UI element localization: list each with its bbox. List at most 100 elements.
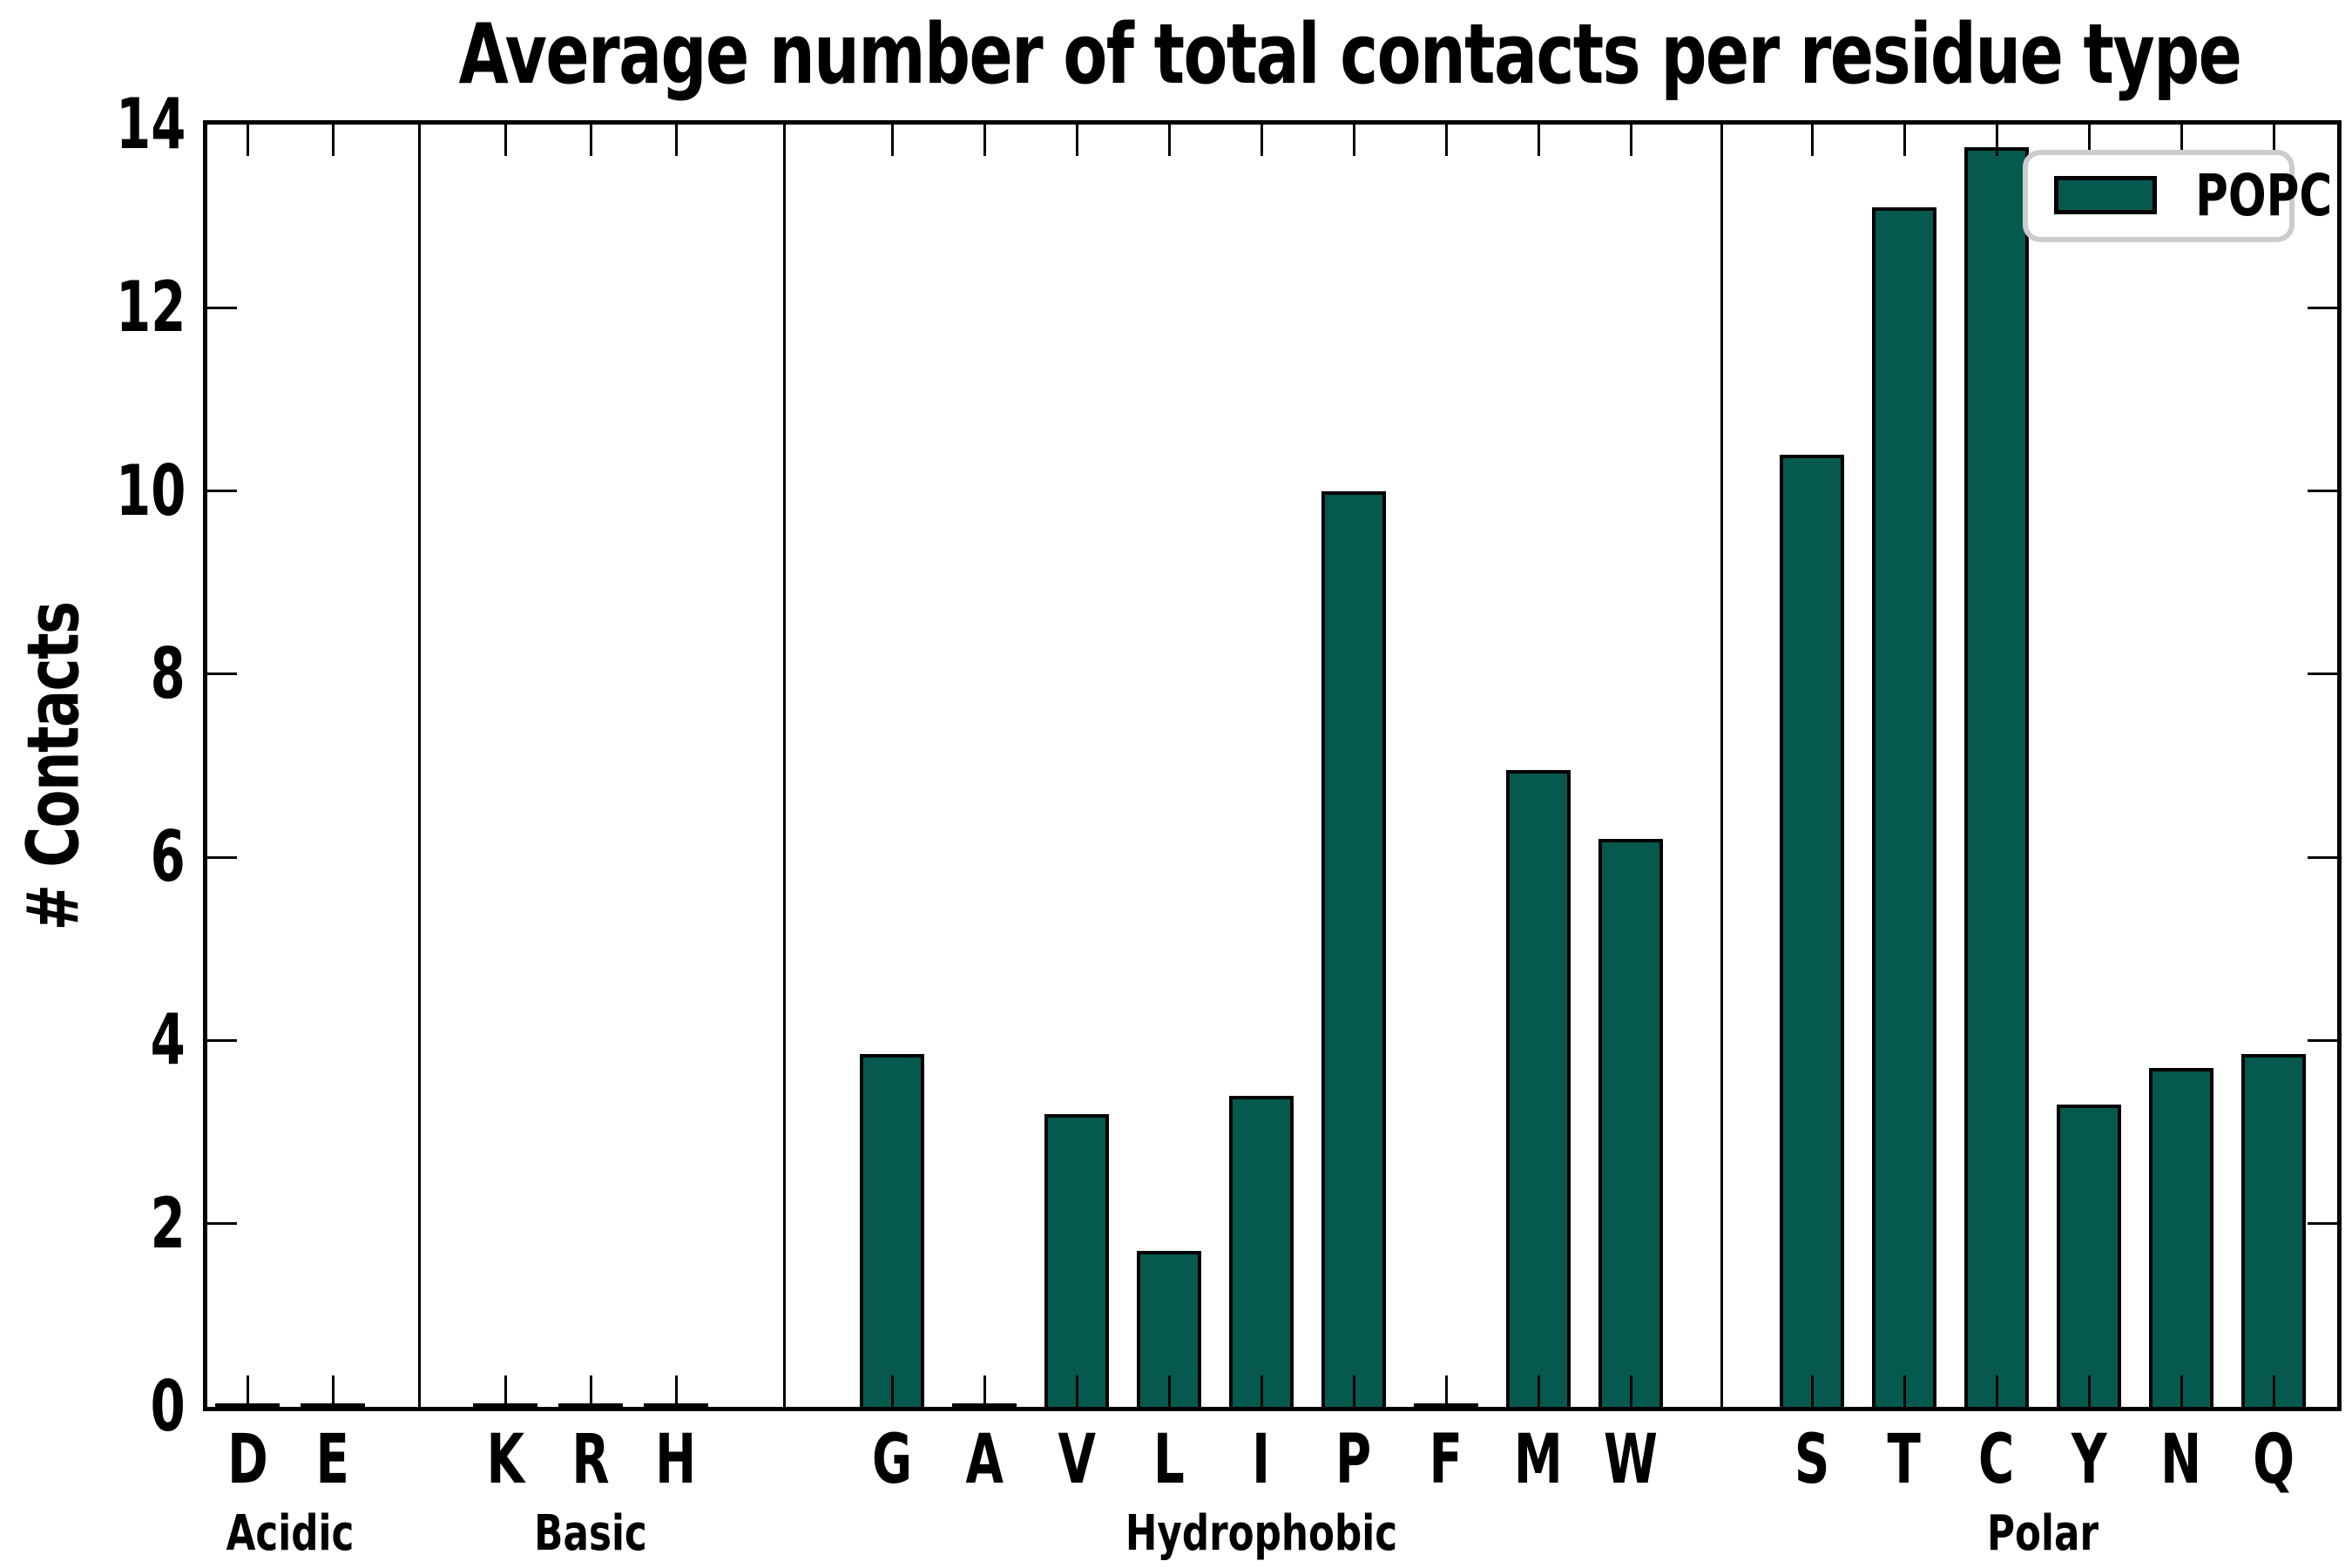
x-axis-tick <box>1810 1375 1814 1407</box>
x-axis-tick <box>1167 125 1171 156</box>
chart-title-text: Average number of total contacts per res… <box>458 7 2242 103</box>
x-axis-tick <box>1260 125 1263 156</box>
x-tick-label-C: C <box>1944 1426 2049 1494</box>
x-axis-tick <box>1629 125 1632 156</box>
x-axis-tick <box>1903 1375 1906 1407</box>
x-tick-label-text: P <box>1335 1421 1372 1499</box>
x-axis-tick <box>2272 125 2275 156</box>
y-tick-label: 12 <box>37 273 186 342</box>
x-tick-label-E: E <box>280 1426 385 1494</box>
y-tick-label-text: 6 <box>150 816 186 898</box>
x-tick-label-A: A <box>932 1426 1037 1494</box>
x-axis-tick <box>2272 1375 2275 1407</box>
x-axis-tick <box>983 125 986 156</box>
x-tick-label-Y: Y <box>2037 1426 2141 1494</box>
legend-label: POPC <box>2176 167 2351 225</box>
x-tick-label-text: C <box>1978 1421 2015 1499</box>
x-axis-tick <box>589 125 592 156</box>
x-tick-label-I: I <box>1209 1426 1314 1494</box>
y-axis-tick <box>207 672 237 676</box>
x-tick-label-W: W <box>1578 1426 1683 1494</box>
x-tick-label-text: W <box>1604 1421 1658 1499</box>
group-divider <box>417 125 421 1407</box>
x-tick-label-N: N <box>2129 1426 2234 1494</box>
bar-T <box>1872 206 1936 1407</box>
x-axis-tick <box>1444 1375 1448 1407</box>
y-axis-tick <box>207 855 237 859</box>
y-tick-label-text: 14 <box>115 84 186 165</box>
x-axis-tick <box>674 1375 678 1407</box>
group-label-acidic: Acidic <box>208 1510 372 1558</box>
legend: POPC <box>2023 150 2332 242</box>
y-axis-tick <box>2308 1038 2337 1042</box>
x-axis-tick <box>890 125 894 156</box>
x-axis-tick <box>2087 1375 2091 1407</box>
x-tick-label-text: A <box>965 1421 1004 1499</box>
x-tick-label-G: G <box>840 1426 944 1494</box>
x-tick-label-text: T <box>1887 1421 1922 1499</box>
group-divider <box>1720 125 1723 1407</box>
group-label-basic: Basic <box>518 1510 663 1558</box>
bar-V <box>1044 1113 1109 1407</box>
x-tick-label-V: V <box>1024 1426 1129 1494</box>
y-tick-label: 4 <box>37 1005 186 1075</box>
x-tick-label-text: S <box>1794 1421 1830 1499</box>
x-tick-label-M: M <box>1486 1426 1591 1494</box>
x-tick-label-text: Y <box>2071 1421 2107 1499</box>
bar-G <box>860 1054 924 1407</box>
y-tick-label-text: 2 <box>150 1182 186 1264</box>
x-axis-tick <box>1537 125 1540 156</box>
x-tick-label-text: E <box>315 1421 350 1499</box>
bar-I <box>1229 1095 1294 1407</box>
group-label-text: Polar <box>1986 1505 2099 1562</box>
x-tick-label-text: R <box>571 1421 610 1499</box>
y-axis-tick <box>207 1038 237 1042</box>
x-tick-label-text: V <box>1058 1421 1096 1499</box>
y-tick-label-text: 8 <box>150 632 186 714</box>
x-axis-tick <box>1167 1375 1171 1407</box>
y-tick-label: 2 <box>37 1182 186 1264</box>
x-axis-tick <box>246 125 249 156</box>
y-tick-label-text: 12 <box>115 267 186 348</box>
x-axis-tick <box>331 1375 335 1407</box>
x-tick-label-F: F <box>1394 1426 1498 1494</box>
x-axis-tick <box>504 1375 507 1407</box>
x-tick-label-R: R <box>538 1426 643 1494</box>
group-divider <box>782 125 786 1407</box>
bar-W <box>1598 839 1663 1407</box>
x-tick-label-text: N <box>2160 1421 2202 1499</box>
y-axis-tick <box>207 1222 237 1226</box>
x-tick-label-Q: Q <box>2221 1426 2326 1494</box>
x-tick-label-text: F <box>1429 1421 1463 1499</box>
x-axis-tick <box>1260 1375 1263 1407</box>
y-axis-tick <box>207 490 237 493</box>
group-label-text: Basic <box>534 1505 647 1562</box>
y-tick-label: 6 <box>37 822 186 892</box>
x-axis-tick <box>2087 125 2091 156</box>
y-axis-tick <box>2308 1222 2337 1226</box>
bar-N <box>2149 1067 2213 1407</box>
group-label-polar: Polar <box>1971 1510 2114 1558</box>
y-tick-label-text: 10 <box>115 449 186 531</box>
chart-title: Average number of total contacts per res… <box>207 7 2337 103</box>
x-axis-tick <box>504 125 507 156</box>
bar-Y <box>2057 1105 2121 1407</box>
x-tick-label-text: K <box>486 1421 524 1499</box>
x-axis-tick <box>589 1375 592 1407</box>
y-tick-label: 14 <box>37 90 186 159</box>
x-axis-tick <box>1995 1375 1998 1407</box>
x-axis-tick <box>1995 125 1998 156</box>
group-label-hydrophobic: Hydrophobic <box>1087 1510 1436 1558</box>
y-axis-tick <box>2308 306 2337 309</box>
x-axis-tick <box>331 125 335 156</box>
y-axis-tick <box>2308 672 2337 676</box>
x-axis-tick <box>246 1375 249 1407</box>
y-tick-label: 10 <box>37 456 186 526</box>
bar-C <box>1964 147 2029 1407</box>
bar-S <box>1780 454 1844 1407</box>
x-tick-label-D: D <box>195 1426 300 1494</box>
x-axis-tick <box>890 1375 894 1407</box>
x-tick-label-T: T <box>1852 1426 1957 1494</box>
x-tick-label-L: L <box>1117 1426 1221 1494</box>
